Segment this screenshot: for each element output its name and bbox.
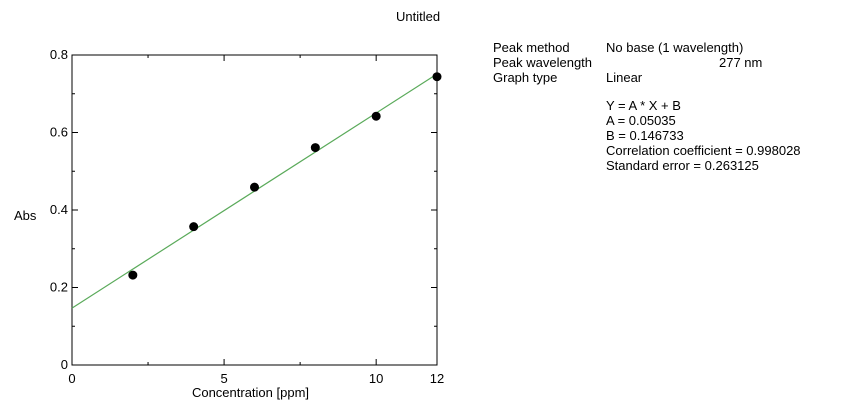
peak-method-label: Peak method xyxy=(493,40,570,55)
y-axis-label: Abs xyxy=(14,208,37,223)
x-tick-label: 5 xyxy=(220,371,227,386)
graph-type-label: Graph type xyxy=(493,70,558,85)
fit-correlation: Correlation coefficient = 0.998028 xyxy=(606,143,801,158)
x-tick-label: 12 xyxy=(430,371,444,386)
data-point xyxy=(250,182,259,192)
data-point xyxy=(432,72,442,82)
chart-title: Untitled xyxy=(396,9,441,24)
x-tick-label: 10 xyxy=(369,371,383,386)
fit-coefficient-b: B = 0.146733 xyxy=(606,128,684,143)
data-point xyxy=(128,270,138,280)
plot-frame xyxy=(71,54,438,366)
fit-equation: Y = A * X + B xyxy=(606,98,681,113)
labels-layer: 0 0.2 0.4 0.6 0.8 0 5 10 12 Concentration [ppm] Ab… xyxy=(14,47,444,400)
fit-coefficient-a: A = 0.05035 xyxy=(606,113,676,128)
y-tick-label: 0.6 xyxy=(50,125,68,140)
x-axis-label: Concentration [ppm] xyxy=(192,385,309,400)
y-tick-label: 0.2 xyxy=(50,280,68,295)
y-tick-label: 0.8 xyxy=(50,47,68,62)
peak-wavelength-label: Peak wavelength xyxy=(493,55,593,70)
data-point xyxy=(189,222,199,232)
peak-method-value: No base (1 wavelength) xyxy=(606,40,744,55)
data-point xyxy=(371,111,381,121)
x-tick-label: 0 xyxy=(68,371,75,386)
points-layer xyxy=(128,72,442,280)
axes-layer xyxy=(71,54,438,366)
y-tick-label: 0 xyxy=(61,357,68,372)
fit-standard-error: Standard error = 0.263125 xyxy=(606,158,759,173)
peak-wavelength-value: 277 nm xyxy=(719,55,763,70)
data-point xyxy=(310,143,320,153)
y-tick-label: 0.4 xyxy=(50,202,68,217)
fit-statistics: Y = A * X + B A = 0.05035 B = 0.146733 C… xyxy=(606,98,801,173)
graph-type-value: Linear xyxy=(606,70,643,85)
